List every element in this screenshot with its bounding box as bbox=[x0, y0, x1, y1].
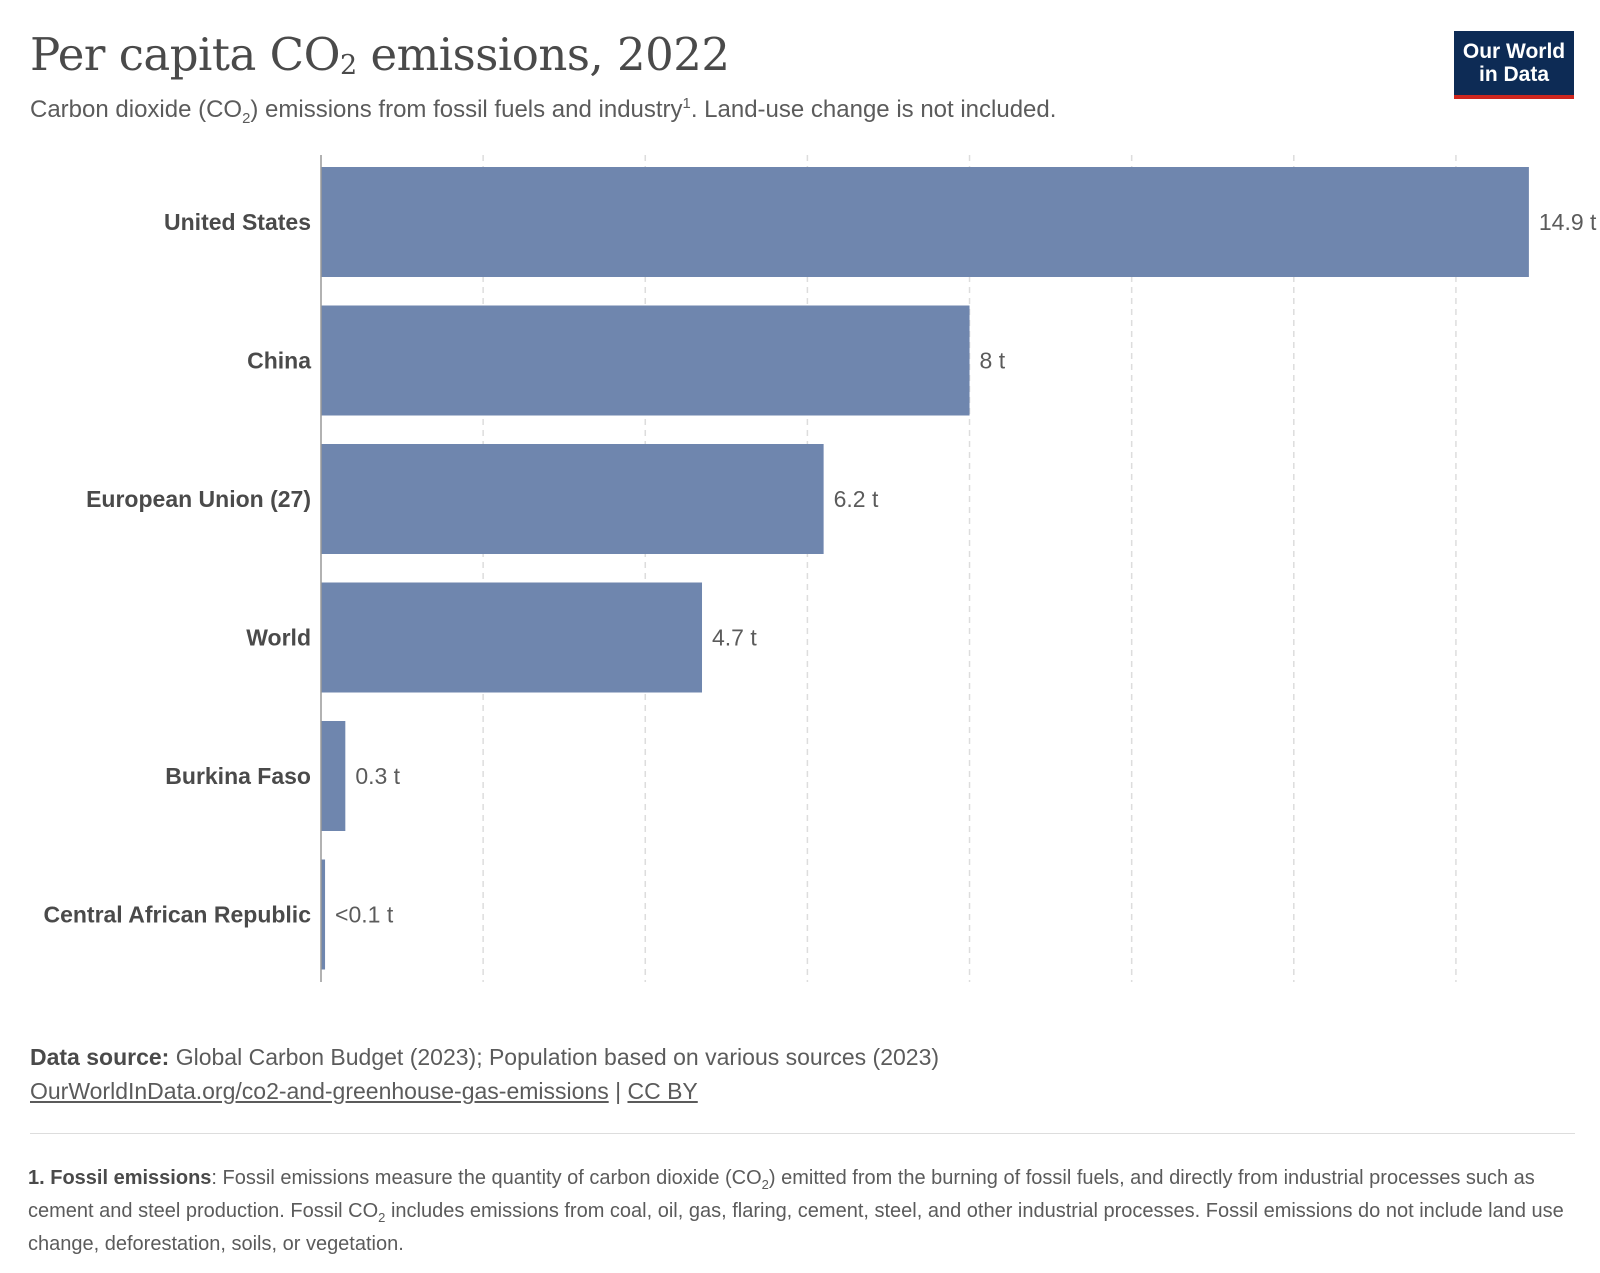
value-label: 14.9 t bbox=[1539, 209, 1597, 235]
value-label: 8 t bbox=[980, 348, 1006, 374]
chart-subtitle: Carbon dioxide (CO2) emissions from foss… bbox=[30, 96, 1057, 127]
category-label: Burkina Faso bbox=[165, 763, 311, 789]
logo-line-1: Our World bbox=[1462, 40, 1566, 63]
bar bbox=[321, 444, 824, 554]
category-label: Central African Republic bbox=[43, 902, 311, 928]
owid-logo[interactable]: Our World in Data bbox=[1454, 31, 1574, 99]
bar bbox=[321, 305, 970, 416]
bar bbox=[321, 721, 346, 831]
source-link[interactable]: OurWorldInData.org/co2-and-greenhouse-ga… bbox=[30, 1078, 609, 1104]
footer: Data source: Global Carbon Budget (2023)… bbox=[30, 1040, 939, 1108]
category-label: United States bbox=[164, 209, 311, 235]
source-links: OurWorldInData.org/co2-and-greenhouse-ga… bbox=[30, 1078, 698, 1104]
chart-title: Per capita CO2 emissions, 2022 bbox=[30, 28, 730, 82]
bar bbox=[321, 582, 703, 693]
value-label: 4.7 t bbox=[712, 625, 757, 651]
data-source: Data source: Global Carbon Budget (2023)… bbox=[30, 1044, 940, 1070]
license-link[interactable]: CC BY bbox=[627, 1078, 698, 1104]
logo-line-2: in Data bbox=[1478, 63, 1549, 86]
bar bbox=[321, 167, 1529, 277]
bar-chart: United States 14.9 t China 8 t European Unio… bbox=[43, 155, 1597, 982]
value-label: <0.1 t bbox=[335, 902, 394, 928]
value-label: 6.2 t bbox=[834, 486, 879, 512]
category-label: World bbox=[246, 625, 311, 651]
value-label: 0.3 t bbox=[355, 763, 400, 789]
bar bbox=[321, 859, 326, 970]
category-label: China bbox=[247, 348, 311, 374]
footnote: 1. Fossil emissions: Fossil emissions me… bbox=[28, 1167, 1564, 1255]
footer-divider bbox=[30, 1133, 1575, 1134]
category-label: European Union (27) bbox=[86, 486, 311, 512]
